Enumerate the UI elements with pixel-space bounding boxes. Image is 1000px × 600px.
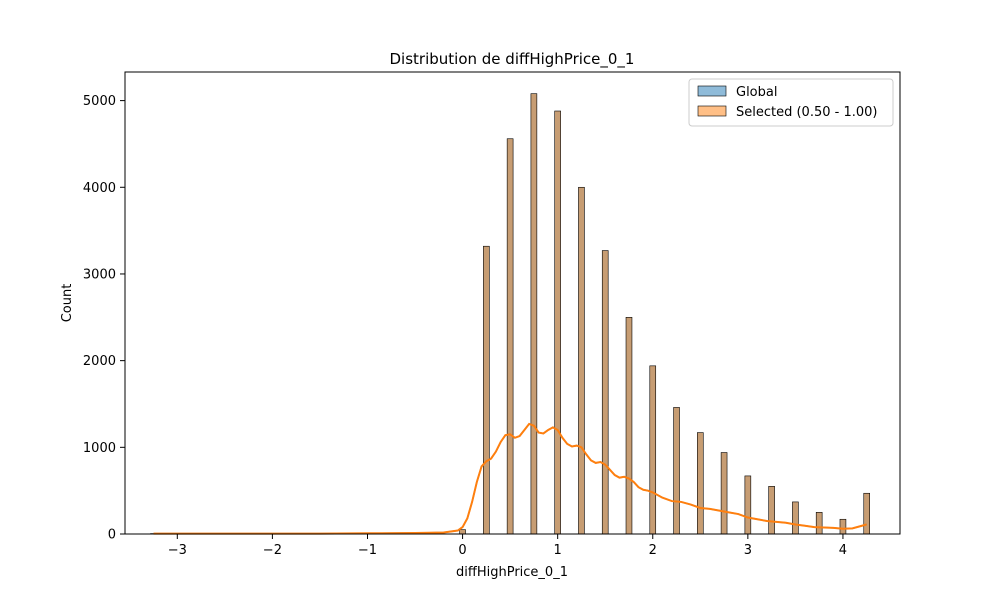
x-tick-label: −2	[263, 543, 282, 558]
x-tick-label: 3	[744, 543, 752, 558]
legend-frame	[688, 78, 894, 127]
bar-selected	[578, 186, 585, 535]
x-axis: −3 −2 −1 0 1 2 3 4	[168, 534, 847, 558]
bar-selected	[768, 486, 775, 535]
legend-swatch-selected	[697, 105, 727, 117]
bar-selected	[649, 365, 657, 535]
bar-selected	[673, 407, 680, 535]
y-tick-label: 3000	[83, 267, 116, 282]
y-tick-label: 1000	[83, 441, 116, 456]
x-tick-label: −1	[358, 543, 377, 558]
x-tick-label: 2	[649, 543, 657, 558]
x-tick-label: 1	[554, 543, 562, 558]
bar-selected	[863, 492, 870, 535]
legend-label-selected: Selected (0.50 - 1.00)	[736, 105, 877, 120]
bar-selected	[720, 452, 728, 535]
bar-selected	[601, 250, 609, 535]
bar-selected	[506, 138, 514, 535]
bar-selected	[792, 501, 799, 535]
bar-selected	[459, 529, 466, 535]
y-tick-label: 2000	[83, 354, 116, 369]
bar-selected	[744, 475, 752, 535]
legend-swatch-global	[697, 85, 727, 97]
x-axis-label: diffHighPrice_0_1	[456, 565, 568, 580]
chart-title: Distribution de diffHighPrice_0_1	[390, 50, 635, 69]
x-tick-label: −3	[168, 543, 187, 558]
x-tick-label: 4	[839, 543, 847, 558]
y-tick-label: 5000	[83, 94, 116, 109]
bars-layer	[150, 93, 870, 535]
bar-selected	[697, 432, 704, 535]
bar-selected	[530, 93, 538, 535]
kde-layer	[153, 422, 867, 535]
kde-line-selected	[153, 422, 867, 535]
x-tick-label: 0	[458, 543, 466, 558]
legend-label-global: Global	[736, 85, 777, 100]
bar-selected	[839, 518, 847, 535]
y-tick-label: 0	[108, 528, 116, 543]
plot-frame	[124, 71, 901, 535]
y-tick-label: 4000	[83, 181, 116, 196]
y-axis-label: Count	[60, 284, 75, 323]
bar-selected	[815, 512, 823, 535]
bar-selected	[625, 317, 633, 535]
legend: Global Selected (0.50 - 1.00)	[688, 78, 894, 127]
bar-selected	[554, 110, 561, 535]
bar-selected	[483, 245, 490, 535]
y-axis: 0 1000 2000 3000 4000 5000	[83, 94, 125, 543]
